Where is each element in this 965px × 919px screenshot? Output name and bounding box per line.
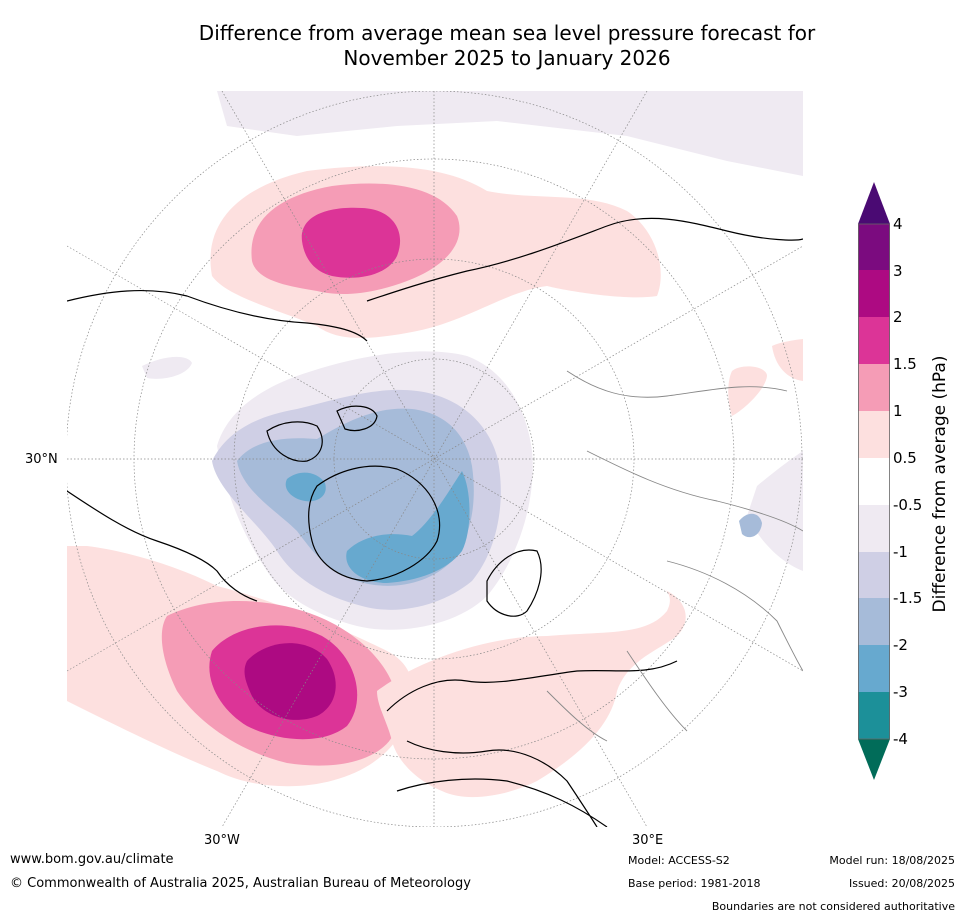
colorbar-seg-neg05-neg1 — [858, 505, 890, 552]
colorbar-arrow-bottom — [858, 739, 890, 780]
anomaly-pacific-15 — [301, 207, 401, 278]
chart-title: Difference from average mean sea level p… — [0, 21, 965, 71]
footer-copyright: © Commonwealth of Australia 2025, Austra… — [10, 876, 471, 891]
coastline-europe — [386, 660, 678, 827]
coastline-arctic-islands — [266, 405, 378, 462]
title-line-2: November 2025 to January 2026 — [343, 46, 671, 70]
colorbar-tick: 2 — [893, 308, 903, 326]
colorbar-seg-neg1-neg15 — [858, 552, 890, 598]
coastline-greenland — [308, 465, 441, 582]
coastlines — [67, 217, 803, 827]
colorbar-seg-1-15 — [858, 364, 890, 411]
graticule — [67, 91, 803, 827]
coastline-africa — [396, 778, 608, 827]
title-line-1: Difference from average mean sea level p… — [198, 21, 816, 45]
label-30e: 30°E — [632, 833, 664, 848]
anomaly-neg05-asia — [747, 451, 803, 571]
colorbar-tick: 4 — [893, 215, 903, 233]
colorbar-tick: -1.5 — [893, 589, 923, 607]
colorbar-seg-neg2-neg3 — [858, 645, 890, 692]
colorbar-seg-neutral — [858, 458, 890, 505]
colorbar-seg-neg3-neg4 — [858, 692, 890, 739]
colorbar-arrow-top — [858, 182, 890, 224]
anomaly-fills — [67, 91, 803, 798]
anomaly-east-05 — [728, 366, 767, 416]
footer-base-period: Base period: 1981-2018 — [628, 877, 761, 890]
anomaly-europe-05 — [377, 589, 686, 798]
polar-map[interactable] — [67, 91, 803, 827]
anomaly-neg05-small — [142, 356, 192, 379]
colorbar — [858, 182, 890, 780]
label-30w: 30°W — [204, 833, 240, 848]
footer-model: Model: ACCESS-S2 — [628, 854, 730, 867]
label-30n: 30°N — [25, 452, 58, 467]
map-canvas — [67, 91, 803, 827]
footer-model-run: Model run: 18/08/2025 — [829, 854, 955, 867]
footer-disclaimer: Boundaries are not considered authoritat… — [711, 900, 955, 913]
coastline-scandinavia — [486, 549, 542, 617]
colorbar-seg-15-2 — [858, 317, 890, 364]
colorbar-tick: -3 — [893, 683, 908, 701]
colorbar-tick: 1.5 — [893, 355, 917, 373]
colorbar-seg-3-4 — [858, 224, 890, 270]
colorbar-tick: 1 — [893, 402, 903, 420]
coastline-asia — [366, 217, 803, 302]
borders — [546, 370, 803, 742]
anomaly-arctic-neg2b — [285, 472, 326, 502]
footer-website[interactable]: www.bom.gov.au/climate — [10, 852, 174, 867]
colorbar-label: Difference from average (hPa) — [930, 355, 950, 613]
anomaly-asia-neg — [739, 513, 762, 538]
colorbar-tick: 3 — [893, 262, 903, 280]
anomaly-arctic-neg2 — [346, 471, 470, 583]
colorbar-tick: -2 — [893, 636, 908, 654]
colorbar-tick: -1 — [893, 543, 908, 561]
anomaly-atlantic-2 — [244, 643, 336, 720]
anomaly-neg05-northeast — [217, 91, 803, 176]
colorbar-tick: 0.5 — [893, 449, 917, 467]
colorbar-tick: -4 — [893, 730, 908, 748]
colorbar-seg-neg15-neg2 — [858, 598, 890, 645]
colorbar-seg-05-1 — [858, 411, 890, 458]
colorbar-tick: -0.5 — [893, 496, 923, 514]
coastline-north-america — [67, 289, 368, 602]
anomaly-east-05b — [772, 339, 803, 381]
colorbar-seg-2-3 — [858, 270, 890, 317]
footer-issued: Issued: 20/08/2025 — [848, 877, 955, 890]
